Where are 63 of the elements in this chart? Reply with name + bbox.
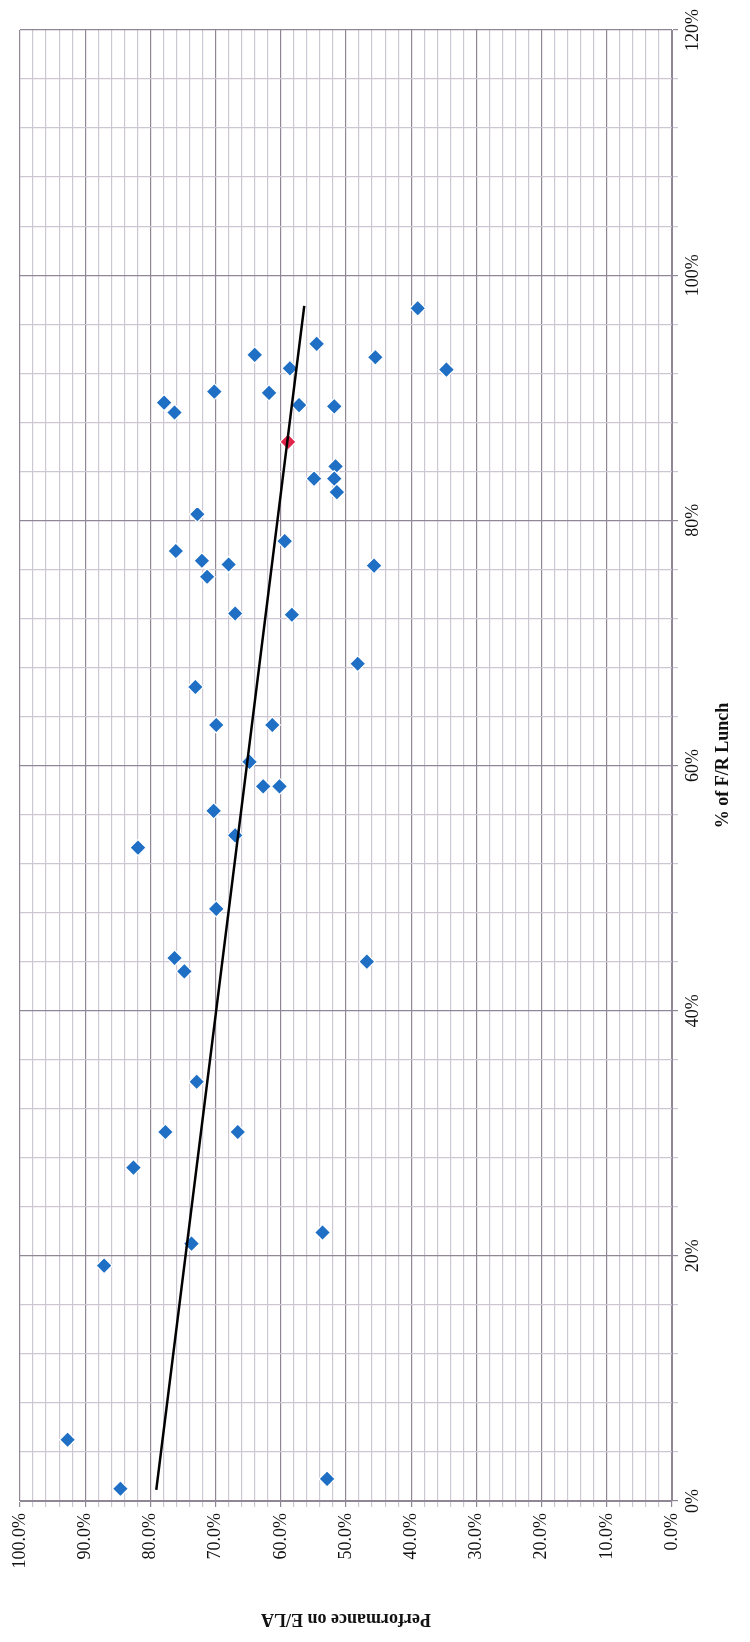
point <box>165 949 184 967</box>
point <box>283 606 301 624</box>
y-axis-title: % of F/R Lunch <box>711 702 732 829</box>
point <box>365 557 383 575</box>
point <box>129 839 147 857</box>
x-tick-label: 20.0% <box>530 1513 551 1560</box>
point <box>437 360 456 379</box>
x-tick-label: 10.0% <box>595 1513 616 1560</box>
point <box>328 483 346 501</box>
x-tick-label: 60.0% <box>269 1513 290 1560</box>
y-tick-label: 60% <box>681 749 702 782</box>
point <box>276 532 294 550</box>
point <box>263 716 281 734</box>
point <box>198 568 216 586</box>
point <box>325 397 343 415</box>
x-tick-label: 90.0% <box>73 1513 94 1560</box>
point <box>59 1431 77 1449</box>
point <box>229 1123 247 1141</box>
point <box>186 678 204 696</box>
x-tick-label: 80.0% <box>139 1513 160 1560</box>
point <box>111 1480 130 1498</box>
point <box>305 470 323 488</box>
x-tick-label: 50.0% <box>334 1513 355 1560</box>
point <box>308 335 326 353</box>
point <box>188 1073 206 1091</box>
x-tick-label: 0.0% <box>660 1513 681 1551</box>
point <box>165 403 184 422</box>
point <box>207 900 225 918</box>
point <box>326 457 345 475</box>
y-tick-label: 20% <box>681 1239 702 1273</box>
y-tick-label: 100% <box>681 254 702 297</box>
point <box>156 1123 174 1141</box>
x-axis-title: Performance on E/LA <box>261 1610 431 1631</box>
point <box>175 962 193 981</box>
point <box>409 299 427 317</box>
point <box>95 1257 113 1275</box>
point <box>124 1158 143 1177</box>
point <box>318 1470 336 1488</box>
point <box>167 542 185 560</box>
x-tick-label: 70.0% <box>204 1513 225 1560</box>
point <box>205 802 223 820</box>
point <box>220 555 238 574</box>
point <box>366 348 384 366</box>
point <box>313 1223 332 1242</box>
point <box>325 470 343 488</box>
point <box>349 655 367 673</box>
point <box>254 777 272 795</box>
point <box>207 716 225 734</box>
y-tick-label: 40% <box>681 994 702 1028</box>
point <box>226 604 244 623</box>
point <box>270 777 289 795</box>
point <box>260 384 278 402</box>
y-tick-label: 120% <box>681 9 702 51</box>
point <box>193 552 211 570</box>
y-tick-label: 0% <box>681 1489 702 1513</box>
point <box>205 383 223 401</box>
point <box>155 394 173 412</box>
point <box>358 953 376 971</box>
x-tick-label: 100.0% <box>8 1513 29 1569</box>
x-tick-label: 40.0% <box>399 1513 420 1560</box>
x-tick-label: 30.0% <box>465 1513 486 1560</box>
y-tick-label: 80% <box>681 503 702 537</box>
point <box>246 346 264 364</box>
